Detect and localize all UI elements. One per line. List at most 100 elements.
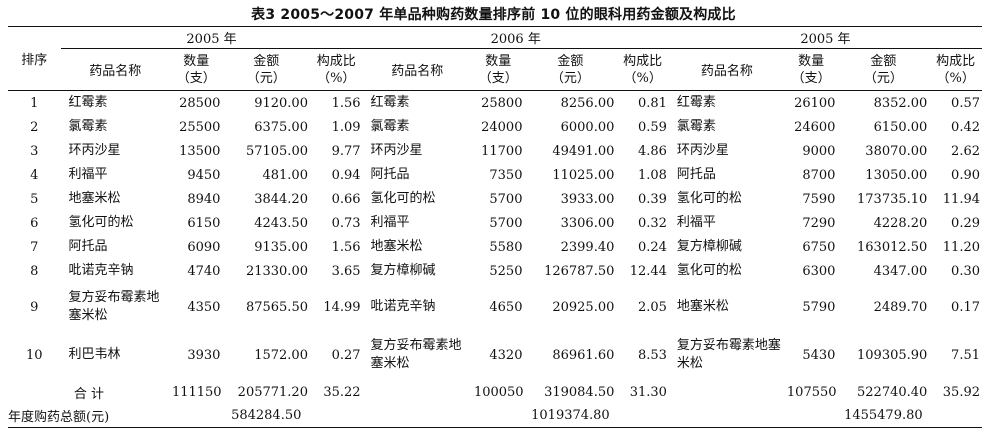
annual-total-2005: 584284.50 xyxy=(231,408,302,424)
cell-amount: 205771.20 xyxy=(237,384,308,400)
cell-drug-name: 利福平 xyxy=(676,215,716,230)
rank-cell: 2 xyxy=(30,119,39,135)
cell-qty: 9000 xyxy=(802,143,836,159)
cell-qty: 111150 xyxy=(171,384,222,400)
table-row: 4 利福平 9450 481.00 0.94 阿托品 7350 11025.00 1.08 阿托品… xyxy=(8,163,982,187)
table-row: 1 红霉素 28500 9120.00 1.56 红霉素 25800 8256.00 0.81 红… xyxy=(8,91,982,116)
rank-header: 排序 xyxy=(8,26,61,91)
rank-cell: 9 xyxy=(30,299,39,315)
cell-qty: 6150 xyxy=(187,215,221,231)
cell-amount: 2399.40 xyxy=(560,239,615,255)
cell-amount: 4228.20 xyxy=(873,215,928,231)
rank-cell: 4 xyxy=(30,167,39,183)
cell-ratio: 2.05 xyxy=(637,299,667,315)
cell-ratio: 1.08 xyxy=(637,167,667,183)
cell-qty: 7290 xyxy=(802,215,836,231)
cell-drug-name: 阿托品 xyxy=(68,239,108,254)
cell-ratio: 0.66 xyxy=(331,191,361,207)
annual-total-2006: 1019374.80 xyxy=(531,408,610,424)
cell-ratio: 3.65 xyxy=(331,263,361,279)
cell-ratio: 0.32 xyxy=(637,215,667,231)
qty-header: 数量 （支） xyxy=(176,53,216,86)
cell-qty: 7350 xyxy=(489,167,523,183)
cell-amount: 109305.90 xyxy=(857,347,928,363)
table-body: 1 红霉素 28500 9120.00 1.56 红霉素 25800 8256.00 0.81 红… xyxy=(8,91,982,380)
cell-ratio: 0.39 xyxy=(637,191,667,207)
cell-drug-name: 复方樟柳碱 xyxy=(676,239,742,254)
cell-ratio: 0.59 xyxy=(637,119,667,135)
cell-ratio: 0.24 xyxy=(637,239,667,255)
cell-drug-name: 红霉素 xyxy=(676,95,716,110)
rank-cell: 6 xyxy=(30,215,39,231)
cell-ratio: 0.90 xyxy=(951,167,980,183)
cell-drug-name: 复方妥布霉素地塞米松 xyxy=(370,338,462,371)
ratio-header: 构成比 （%） xyxy=(316,53,356,86)
cell-ratio: 11.20 xyxy=(942,239,980,255)
table-row: 2 氯霉素 25500 6375.00 1.09 氯霉素 24000 6000.00 0.59 氯… xyxy=(8,115,982,139)
cell-amount: 6000.00 xyxy=(560,119,615,135)
cell-amount: 11025.00 xyxy=(552,167,615,183)
cell-drug-name: 氢化可的松 xyxy=(676,263,742,278)
cell-ratio: 0.94 xyxy=(331,167,361,183)
cell-ratio: 4.86 xyxy=(637,143,667,159)
cell-drug-name: 氢化可的松 xyxy=(676,191,742,206)
cell-amount: 126787.50 xyxy=(544,263,615,279)
cell-amount: 87565.50 xyxy=(245,299,308,315)
table-row: 8 吡诺克辛钠 4740 21330.00 3.65 复方樟柳碱 5250 126787.50… xyxy=(8,259,982,283)
cell-qty: 25800 xyxy=(481,95,523,111)
table-row: 5 地塞米松 8940 3844.20 0.66 氢化可的松 5700 3933.00 0.39… xyxy=(8,187,982,211)
cell-ratio: 7.51 xyxy=(951,347,980,363)
table-row: 3 环丙沙星 13500 57105.00 9.77 环丙沙星 11700 49491.00 4… xyxy=(8,139,982,163)
cell-qty: 5430 xyxy=(802,347,836,363)
cell-qty: 5700 xyxy=(489,191,523,207)
cell-drug-name: 地塞米松 xyxy=(68,191,121,206)
cell-qty: 26100 xyxy=(794,95,836,111)
cell-amount: 4347.00 xyxy=(873,263,928,279)
cell-amount: 6150.00 xyxy=(873,119,928,135)
cell-drug-name: 利巴韦林 xyxy=(68,347,121,362)
cell-qty: 11700 xyxy=(481,143,523,159)
cell-ratio: 35.92 xyxy=(942,384,980,400)
cell-ratio: 8.53 xyxy=(637,347,667,363)
cell-amount: 9135.00 xyxy=(254,239,308,255)
ratio-header: 构成比 （%） xyxy=(623,53,663,86)
cell-amount: 319084.50 xyxy=(544,384,615,400)
cell-amount: 2489.70 xyxy=(873,299,928,315)
cell-qty: 5250 xyxy=(489,263,523,279)
qty-header: 数量 （支） xyxy=(791,53,831,86)
cell-ratio: 35.22 xyxy=(323,384,361,400)
cell-amount: 163012.50 xyxy=(857,239,928,255)
cell-qty: 24000 xyxy=(481,119,523,135)
cell-amount: 57105.00 xyxy=(245,143,308,159)
cell-drug-name: 环丙沙星 xyxy=(370,143,423,158)
cell-qty: 4350 xyxy=(187,299,221,315)
total-row: 合 计 111150 205771.20 35.22 100050 319084… xyxy=(8,379,982,405)
rank-cell: 1 xyxy=(30,95,39,111)
cell-qty: 6300 xyxy=(802,263,836,279)
amount-header: 金额 （元） xyxy=(863,53,903,86)
drug-ranking-table: 排序 2005 年 2006 年 2005 年 药品名称 数量 （支） 金额 （元）… xyxy=(8,26,982,428)
cell-drug-name: 环丙沙星 xyxy=(676,143,729,158)
cell-drug-name: 氢化可的松 xyxy=(68,215,134,230)
cell-ratio: 1.56 xyxy=(331,239,361,255)
annual-label: 年度购药总额(元) xyxy=(8,410,110,426)
cell-qty: 5790 xyxy=(802,299,836,315)
cell-amount: 86961.60 xyxy=(552,347,615,363)
cell-amount: 3933.00 xyxy=(560,191,615,207)
cell-drug-name: 氢化可的松 xyxy=(370,191,436,206)
cell-drug-name: 利福平 xyxy=(68,167,108,182)
cell-amount: 49491.00 xyxy=(552,143,615,159)
drug-name-header: 药品名称 xyxy=(700,64,753,79)
cell-amount: 3844.20 xyxy=(254,191,308,207)
cell-drug-name: 复方妥布霉素地塞米松 xyxy=(68,290,160,323)
rank-cell: 3 xyxy=(30,143,39,159)
cell-qty: 8700 xyxy=(802,167,836,183)
cell-amount: 481.00 xyxy=(262,167,308,183)
cell-amount: 9120.00 xyxy=(254,95,308,111)
cell-amount: 4243.50 xyxy=(254,215,308,231)
cell-amount: 6375.00 xyxy=(254,119,308,135)
cell-ratio: 0.73 xyxy=(331,215,361,231)
rank-cell: 7 xyxy=(30,239,39,255)
cell-drug-name: 阿托品 xyxy=(676,167,716,182)
cell-qty: 4650 xyxy=(489,299,523,315)
